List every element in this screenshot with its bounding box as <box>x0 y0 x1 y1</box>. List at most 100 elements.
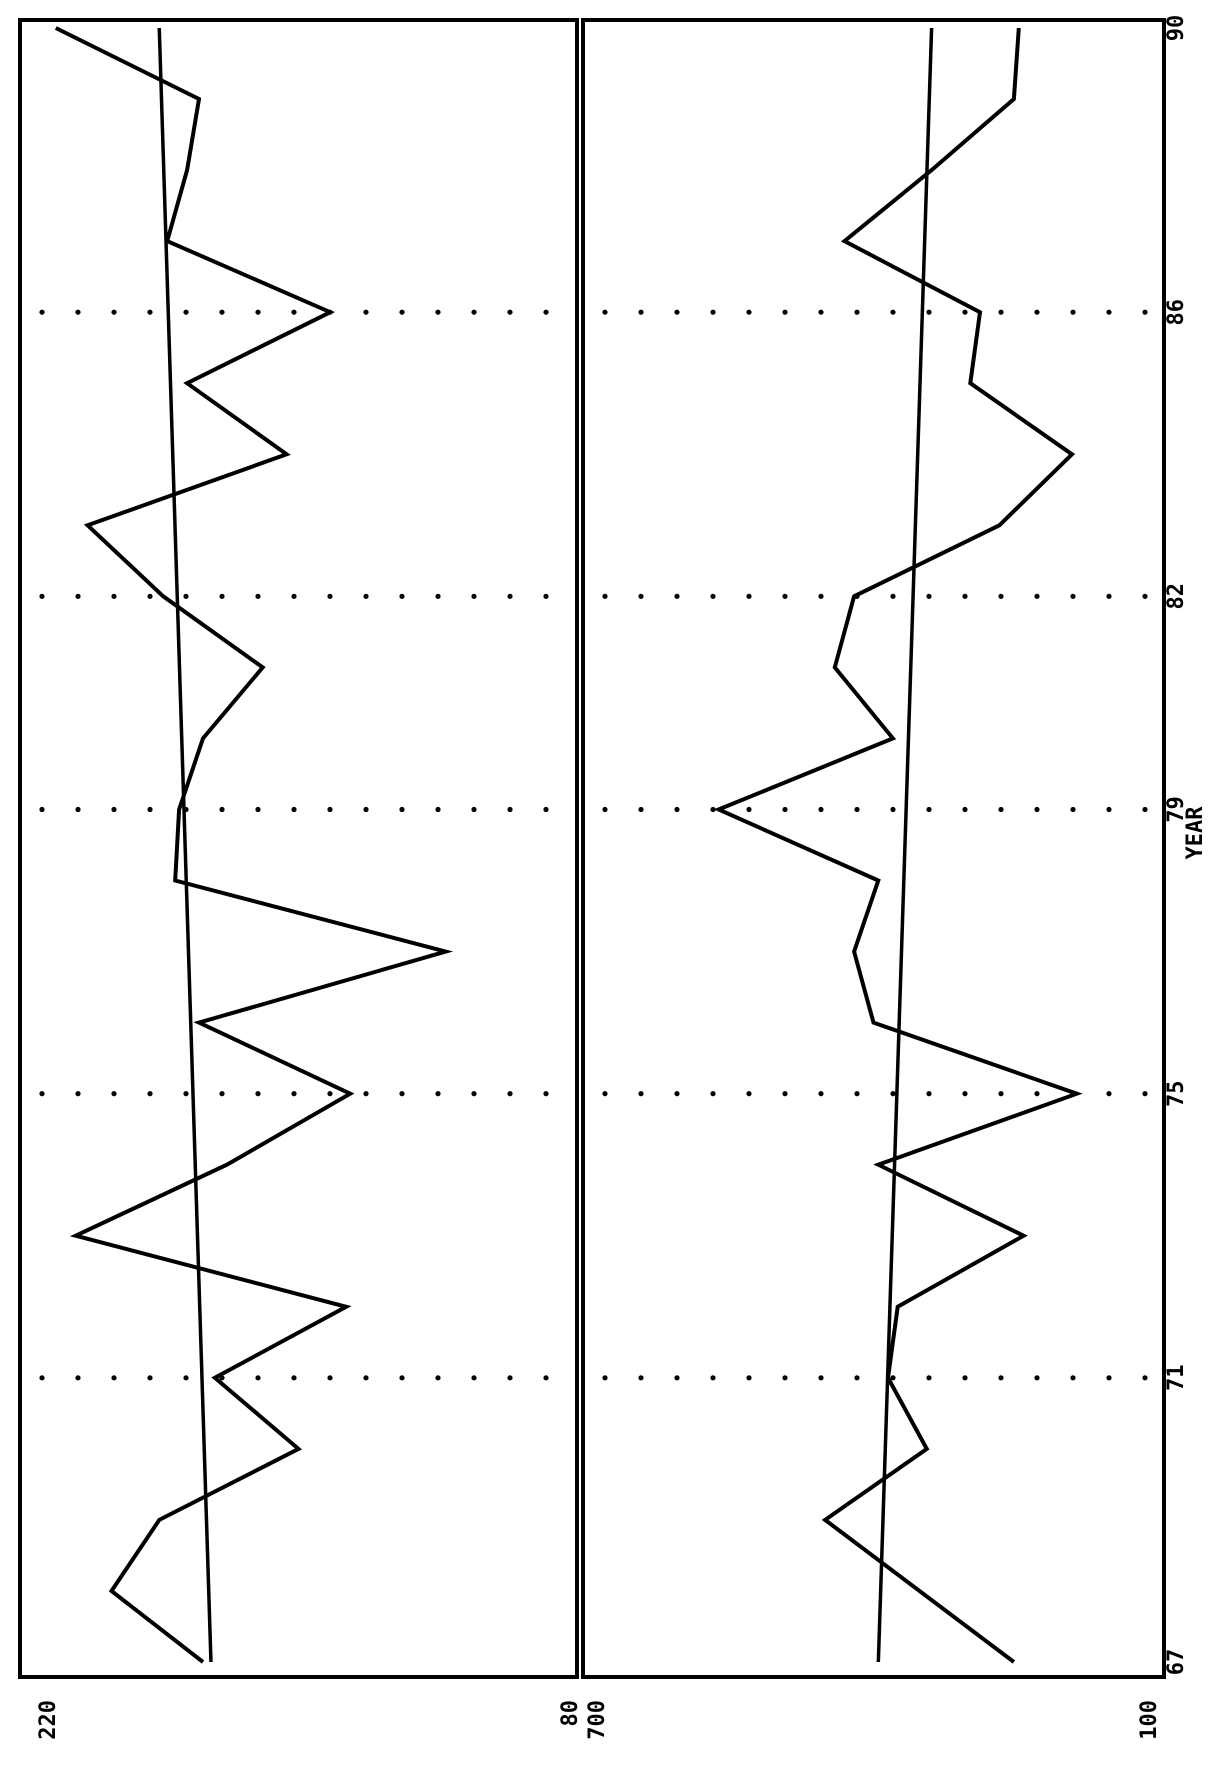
grid-dot <box>75 1375 81 1381</box>
grid-dot <box>111 806 117 813</box>
grid-dot <box>962 806 968 813</box>
grid-dot <box>255 1091 261 1097</box>
series-line-upper <box>54 26 454 1664</box>
grid-dot <box>75 1091 81 1097</box>
grid-dot <box>111 1091 117 1097</box>
grid-dot <box>998 1375 1004 1381</box>
grid-dot <box>782 806 788 813</box>
grid-dot <box>471 1091 477 1097</box>
grid-dot <box>674 1375 680 1381</box>
grid-dot <box>183 1091 189 1097</box>
grid-dot <box>1034 1375 1040 1381</box>
grid-dot <box>818 1091 824 1097</box>
grid-dot <box>818 309 824 315</box>
grid-dot <box>926 593 932 599</box>
grid-dot <box>674 1091 680 1097</box>
grid-dot <box>638 806 644 813</box>
grid-dot <box>363 1375 369 1381</box>
trend-line-upper <box>157 27 213 1663</box>
grid-dot <box>39 593 45 599</box>
chart-panel-lower <box>581 18 1166 1679</box>
grid-dot <box>291 806 297 813</box>
grid-dot <box>638 1091 644 1097</box>
plot-frame-upper <box>18 18 579 1679</box>
grid-dot <box>1034 806 1040 813</box>
grid-dot <box>255 593 261 599</box>
grid-dot <box>674 309 680 315</box>
grid-dot <box>1106 806 1112 813</box>
grid-dot <box>291 593 297 599</box>
grid-dot <box>998 1091 1004 1097</box>
grid-dot <box>1070 309 1076 315</box>
grid-dot <box>602 309 608 315</box>
grid-dot <box>507 806 513 813</box>
grid-dot <box>1106 593 1112 599</box>
grid-dot <box>782 309 788 315</box>
grid-dot <box>854 806 860 813</box>
grid-dot <box>399 1091 405 1097</box>
grid-dot <box>998 806 1004 813</box>
grid-dot <box>746 1091 752 1097</box>
grid-dot <box>147 1375 153 1381</box>
grid-dot <box>543 1375 549 1381</box>
grid-dot <box>854 1375 860 1381</box>
y-tick-label-top-lower: 700 <box>585 1700 610 1740</box>
grid-upper <box>39 309 549 1381</box>
x-tick-label: 75 <box>1164 1080 1189 1107</box>
grid-dot <box>1142 806 1148 813</box>
grid-dot <box>602 593 608 599</box>
grid-dot <box>147 1091 153 1097</box>
grid-dot <box>291 309 297 315</box>
grid-dot <box>638 309 644 315</box>
x-axis-ticks: 67 71 75 79 82 86 90 <box>1164 15 1189 1676</box>
grid-dot <box>543 806 549 813</box>
grid-dot <box>327 1375 333 1381</box>
x-tick-label: 67 <box>1164 1649 1189 1676</box>
grid-dot <box>75 593 81 599</box>
grid-dot <box>674 806 680 813</box>
grid-dot <box>327 593 333 599</box>
grid-dot <box>435 593 441 599</box>
grid-dot <box>147 593 153 599</box>
grid-dot <box>363 1091 369 1097</box>
chart-panel-upper <box>18 18 579 1679</box>
grid-dot <box>39 1375 45 1381</box>
plot-frame-lower <box>581 18 1166 1679</box>
grid-dot <box>39 1091 45 1097</box>
grid-dot <box>962 309 968 315</box>
grid-dot <box>399 806 405 813</box>
grid-dot <box>782 1375 788 1381</box>
x-tick-label: 86 <box>1164 299 1189 326</box>
grid-dot <box>39 806 45 813</box>
grid-dot <box>746 806 752 813</box>
grid-dot <box>782 593 788 599</box>
grid-dot <box>1070 1375 1076 1381</box>
grid-dot <box>471 1375 477 1381</box>
grid-dot <box>890 1091 896 1097</box>
grid-dot <box>471 309 477 315</box>
trend-line-lower <box>876 27 934 1663</box>
grid-dot <box>962 593 968 599</box>
grid-dot <box>998 593 1004 599</box>
grid-dot <box>147 309 153 315</box>
grid-dot <box>890 1375 896 1381</box>
grid-dot <box>602 1375 608 1381</box>
grid-dot <box>183 593 189 599</box>
y-tick-label-bottom-lower: 100 <box>1137 1700 1162 1740</box>
grid-dot <box>890 806 896 813</box>
grid-dot <box>998 309 1004 315</box>
grid-dot <box>363 806 369 813</box>
grid-dot <box>638 1375 644 1381</box>
grid-dot <box>399 593 405 599</box>
grid-dot <box>435 1091 441 1097</box>
grid-dot <box>183 1375 189 1381</box>
grid-dot <box>746 593 752 599</box>
grid-dot <box>1034 309 1040 315</box>
grid-dot <box>219 309 225 315</box>
grid-dot <box>1106 1375 1112 1381</box>
grid-dot <box>962 1091 968 1097</box>
grid-dot <box>219 806 225 813</box>
grid-dot <box>327 806 333 813</box>
grid-dot <box>602 1091 608 1097</box>
